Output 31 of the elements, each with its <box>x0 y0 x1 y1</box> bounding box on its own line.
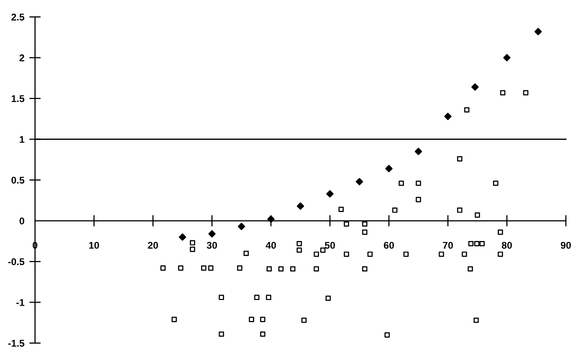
x-tick-label: 80 <box>502 242 512 249</box>
y-tick-label: -1.5 <box>8 340 24 347</box>
x-tick-label: 10 <box>89 242 100 249</box>
point <box>534 28 542 36</box>
point <box>385 164 393 172</box>
x-tick-label: 70 <box>442 242 453 249</box>
point <box>267 216 275 223</box>
point <box>356 178 364 186</box>
point <box>296 202 304 210</box>
y-tick-label: 0 <box>20 218 24 224</box>
x-tick-label: 30 <box>206 242 217 249</box>
point <box>414 148 422 156</box>
x-tick-label: 50 <box>324 242 335 249</box>
point <box>178 233 186 241</box>
y-tick-label: -1 <box>16 299 24 306</box>
point <box>444 112 452 120</box>
y-tick-label: 2 <box>20 54 24 62</box>
y-tick-label: 0.5 <box>11 176 24 184</box>
point <box>326 190 334 198</box>
point <box>471 83 479 91</box>
y-tick-label: 1.5 <box>12 95 24 102</box>
point <box>503 54 511 62</box>
x-tick-label: 20 <box>148 242 158 249</box>
y-tick-label: -0.5 <box>8 258 24 266</box>
point <box>208 230 216 238</box>
x-tick-label: 40 <box>266 242 276 249</box>
x-tick-label: 90 <box>560 242 571 249</box>
x-tick-label: 60 <box>384 242 394 249</box>
y-tick-label: 1 <box>20 136 24 143</box>
point <box>238 222 246 230</box>
y-tick-label: 2.5 <box>11 14 24 21</box>
